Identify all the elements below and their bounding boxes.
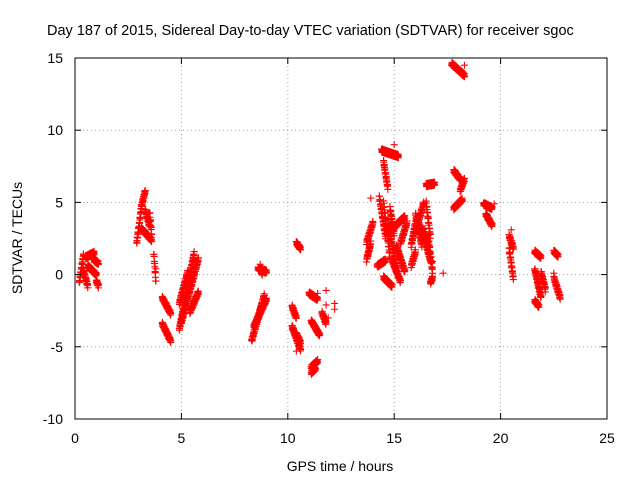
data-point xyxy=(92,269,100,277)
data-point xyxy=(167,309,175,317)
data-point xyxy=(384,185,392,193)
data-point xyxy=(190,248,198,256)
x-tick-label: 20 xyxy=(493,430,509,446)
data-point xyxy=(507,226,515,234)
data-point xyxy=(460,174,468,182)
data-point xyxy=(324,314,332,322)
x-tick-label: 15 xyxy=(386,430,402,446)
data-point xyxy=(367,194,375,202)
data-point xyxy=(258,271,266,279)
chart-title: Day 187 of 2015, Sidereal Day-to-day VTE… xyxy=(47,23,574,39)
data-point xyxy=(431,178,439,186)
data-point xyxy=(541,288,549,296)
data-point xyxy=(488,204,496,212)
data-point xyxy=(263,266,271,274)
data-point xyxy=(148,238,156,246)
data-point xyxy=(554,253,562,261)
data-point xyxy=(258,301,266,309)
data-point xyxy=(390,141,398,149)
data-point xyxy=(316,331,324,339)
data-point xyxy=(297,246,305,254)
data-point xyxy=(537,252,545,260)
data-point xyxy=(509,245,517,253)
y-tick-labels: -10 -5 0 5 10 15 xyxy=(43,50,63,427)
data-point xyxy=(322,318,330,326)
data-point xyxy=(84,284,92,292)
x-tick-label: 5 xyxy=(178,430,186,446)
data-point xyxy=(184,267,192,275)
data-point xyxy=(394,151,402,159)
data-point xyxy=(556,295,564,303)
data-point xyxy=(367,237,375,245)
data-point xyxy=(550,269,558,277)
y-tick-label: 0 xyxy=(55,267,63,283)
grid-lines xyxy=(75,58,607,419)
y-tick-label: 10 xyxy=(47,122,63,138)
data-point xyxy=(94,281,102,289)
data-point xyxy=(152,277,160,285)
data-point xyxy=(390,232,398,240)
data-point xyxy=(263,296,271,304)
x-tick-label: 10 xyxy=(280,430,296,446)
data-point xyxy=(429,258,437,266)
x-tick-label: 25 xyxy=(599,430,615,446)
x-axis-label: GPS time / hours xyxy=(287,458,394,474)
x-tick-label: 0 xyxy=(71,430,79,446)
x-tick-labels: 0 5 10 15 20 25 xyxy=(71,430,615,446)
data-point xyxy=(369,219,377,227)
data-point xyxy=(141,187,149,195)
y-tick-label: 5 xyxy=(55,194,63,210)
data-point xyxy=(194,289,202,297)
data-point xyxy=(292,347,300,355)
data-point xyxy=(460,73,468,81)
data-point xyxy=(152,265,160,273)
data-point xyxy=(311,365,319,373)
data-point xyxy=(403,217,411,225)
data-point xyxy=(331,305,339,313)
y-tick-label: -5 xyxy=(51,339,64,355)
data-point xyxy=(490,200,498,208)
data-point xyxy=(458,197,466,205)
data-point xyxy=(439,269,447,277)
data-point xyxy=(388,281,396,289)
data-point xyxy=(411,246,419,254)
data-point xyxy=(322,286,330,294)
axis-ticks xyxy=(74,57,608,420)
data-point xyxy=(537,293,545,301)
data-points xyxy=(75,58,564,378)
data-point xyxy=(322,301,330,309)
data-point xyxy=(314,289,322,297)
y-axis-label: SDTVAR / TECUs xyxy=(9,182,25,294)
data-point xyxy=(94,260,102,268)
plot-frame xyxy=(74,57,608,420)
data-point xyxy=(429,273,437,281)
data-point xyxy=(314,356,322,364)
data-point xyxy=(397,276,405,284)
data-point xyxy=(401,267,409,275)
y-tick-label: -10 xyxy=(43,411,63,427)
data-point xyxy=(535,301,543,309)
data-point xyxy=(194,254,202,262)
data-point xyxy=(292,314,300,322)
data-point xyxy=(90,247,98,255)
data-point xyxy=(148,230,156,238)
data-point xyxy=(509,276,517,284)
data-point xyxy=(382,256,390,264)
data-point xyxy=(167,337,175,345)
data-point xyxy=(460,61,468,69)
y-tick-label: 15 xyxy=(47,50,63,66)
data-point xyxy=(488,220,496,228)
data-point xyxy=(297,340,305,348)
